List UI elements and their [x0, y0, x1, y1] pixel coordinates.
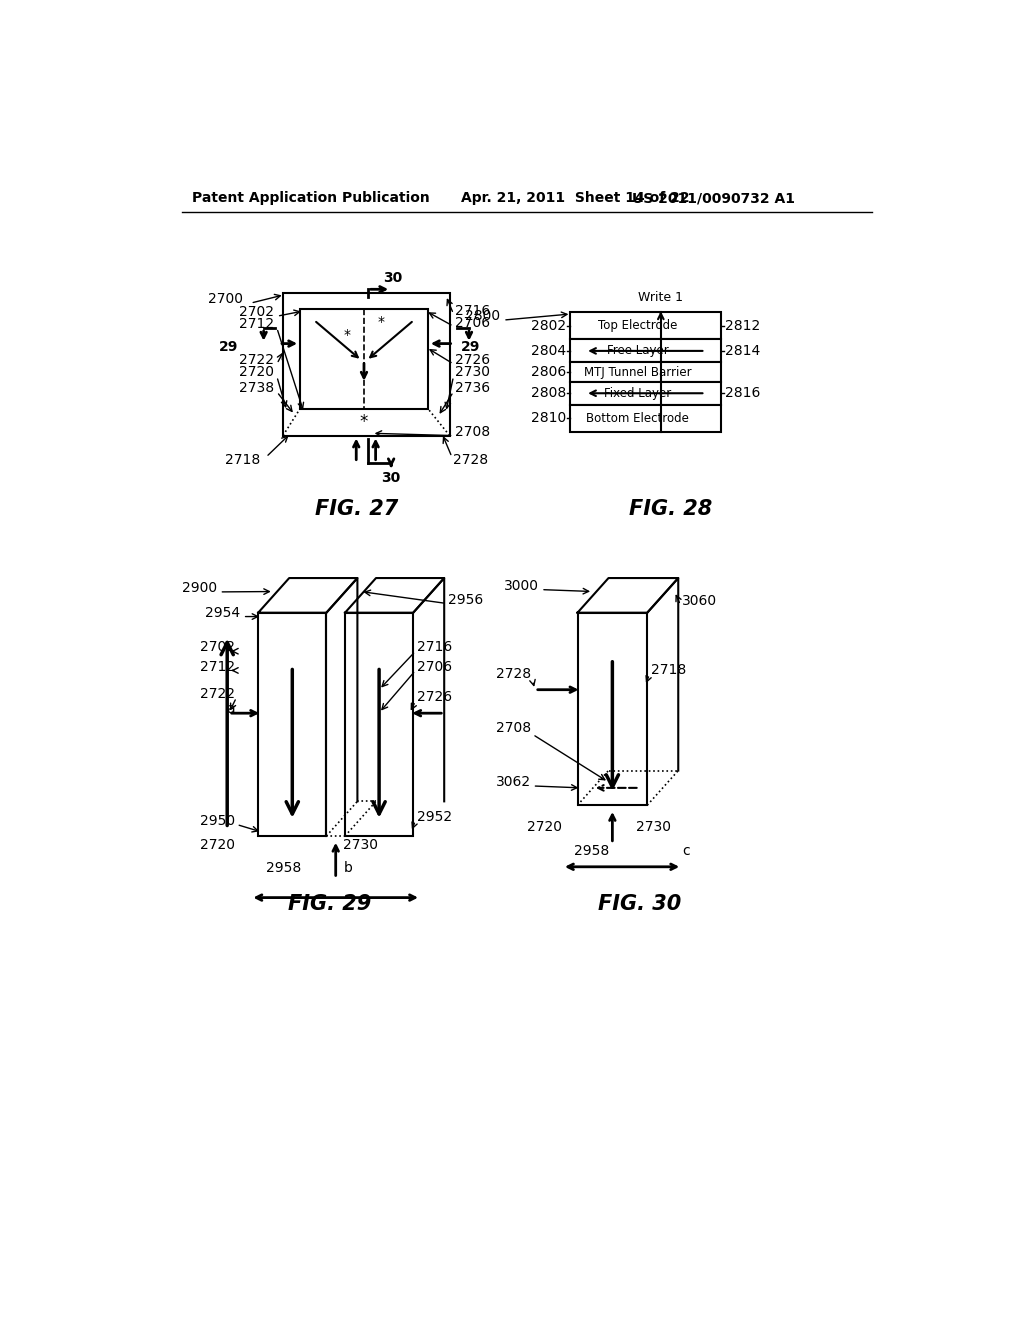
- Text: 2804: 2804: [530, 345, 566, 358]
- Text: 2702: 2702: [200, 640, 234, 655]
- Text: 2816: 2816: [725, 387, 760, 400]
- Text: c: c: [682, 845, 690, 858]
- Text: 2718: 2718: [651, 664, 686, 677]
- Bar: [283, 293, 450, 436]
- Text: 2802: 2802: [530, 319, 566, 333]
- Text: 2958: 2958: [573, 845, 609, 858]
- Text: 2700: 2700: [208, 292, 243, 305]
- Text: 2814: 2814: [725, 345, 760, 358]
- Bar: [569, 339, 721, 363]
- Text: 2726: 2726: [417, 690, 453, 705]
- Text: 2738: 2738: [239, 381, 273, 395]
- Text: 2806: 2806: [530, 366, 566, 379]
- Text: 2716: 2716: [455, 304, 490, 318]
- Text: 2808: 2808: [530, 387, 566, 400]
- Text: 2716: 2716: [417, 640, 453, 655]
- Bar: [258, 612, 327, 836]
- Text: b: b: [343, 862, 352, 875]
- Text: 2800: 2800: [465, 309, 500, 323]
- Text: 2728: 2728: [496, 668, 531, 681]
- Text: 2712: 2712: [239, 317, 273, 331]
- Text: 2708: 2708: [455, 425, 490, 438]
- Bar: [569, 313, 721, 339]
- Bar: [569, 363, 721, 381]
- Text: Fixed Layer: Fixed Layer: [604, 387, 671, 400]
- Text: 3000: 3000: [504, 578, 539, 593]
- Text: 2712: 2712: [200, 660, 234, 673]
- Bar: [300, 309, 428, 409]
- Text: 3060: 3060: [682, 594, 717, 609]
- Text: 2954: 2954: [205, 606, 241, 619]
- Text: MTJ Tunnel Barrier: MTJ Tunnel Barrier: [584, 366, 691, 379]
- Text: 2706: 2706: [417, 660, 453, 673]
- Text: 2730: 2730: [636, 820, 671, 834]
- Text: 2720: 2720: [200, 838, 234, 853]
- Text: 2956: 2956: [449, 593, 483, 607]
- Text: 2952: 2952: [417, 809, 453, 824]
- Text: 2810: 2810: [530, 412, 566, 425]
- Bar: [345, 612, 414, 836]
- Text: 2702: 2702: [239, 305, 273, 319]
- Text: FIG. 28: FIG. 28: [629, 499, 712, 519]
- Text: Write 1: Write 1: [638, 290, 683, 304]
- Text: 30: 30: [382, 471, 400, 484]
- Text: Free Layer: Free Layer: [606, 345, 669, 358]
- Text: Apr. 21, 2011  Sheet 14 of 22: Apr. 21, 2011 Sheet 14 of 22: [461, 191, 690, 206]
- Text: 2900: 2900: [182, 581, 217, 595]
- Text: 2718: 2718: [224, 453, 260, 467]
- Text: a: a: [226, 702, 234, 715]
- Text: 2726: 2726: [455, 354, 490, 367]
- Text: 2736: 2736: [455, 381, 490, 395]
- Text: FIG. 29: FIG. 29: [288, 894, 371, 913]
- Text: Top Electrode: Top Electrode: [598, 319, 677, 333]
- Text: 2708: 2708: [496, 721, 531, 735]
- Text: 29: 29: [219, 341, 238, 354]
- Text: 2728: 2728: [454, 453, 488, 467]
- Text: 2730: 2730: [455, 366, 490, 379]
- Text: 30: 30: [383, 271, 402, 285]
- Text: 2722: 2722: [239, 354, 273, 367]
- Text: *: *: [359, 413, 369, 432]
- Text: 2958: 2958: [266, 862, 301, 875]
- Text: 3062: 3062: [496, 775, 531, 789]
- Text: FIG. 27: FIG. 27: [315, 499, 398, 519]
- Text: 29: 29: [461, 341, 480, 354]
- Text: Patent Application Publication: Patent Application Publication: [191, 191, 429, 206]
- Text: 2730: 2730: [343, 838, 379, 853]
- Text: 2706: 2706: [455, 317, 490, 330]
- Text: *: *: [343, 329, 350, 342]
- Text: 2722: 2722: [200, 686, 234, 701]
- Text: 2720: 2720: [527, 820, 562, 834]
- Text: FIG. 30: FIG. 30: [598, 894, 681, 913]
- Bar: [569, 405, 721, 432]
- Text: Bottom Electrode: Bottom Electrode: [586, 412, 689, 425]
- Text: 2720: 2720: [239, 366, 273, 379]
- Text: 2812: 2812: [725, 319, 760, 333]
- Text: 2950: 2950: [200, 813, 234, 828]
- Text: *: *: [378, 315, 385, 330]
- Bar: [578, 612, 647, 805]
- Text: US 2011/0090732 A1: US 2011/0090732 A1: [632, 191, 795, 206]
- Bar: [569, 381, 721, 405]
